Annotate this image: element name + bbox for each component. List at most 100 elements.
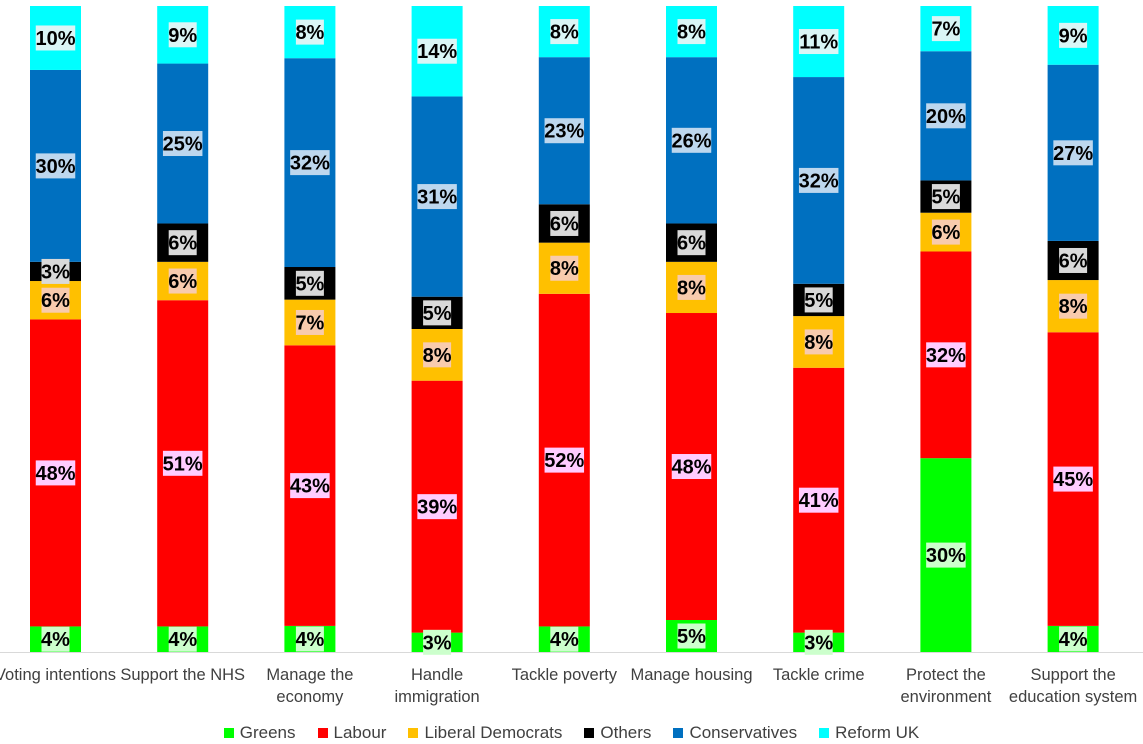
data-label-box (798, 167, 839, 193)
data-label-box (931, 219, 960, 245)
data-label: 30% (35, 156, 75, 178)
legend-label: Reform UK (835, 723, 920, 742)
data-label: 8% (423, 345, 452, 367)
data-label: 5% (677, 626, 706, 648)
data-label: 8% (804, 332, 833, 354)
bar-labels: 4% 51% 6% 6% 25% 9% (162, 22, 203, 652)
data-label-box (423, 629, 452, 655)
data-label: 6% (41, 290, 70, 312)
data-label: 48% (671, 457, 711, 479)
data-label: 3% (804, 632, 833, 654)
data-label: 5% (804, 290, 833, 312)
data-label-box (295, 309, 324, 335)
data-label: 6% (1059, 250, 1088, 272)
data-label-box (1059, 293, 1088, 319)
data-label-box (677, 274, 706, 300)
legend-swatch (584, 728, 595, 738)
data-label: 9% (1059, 25, 1088, 47)
data-label: 4% (550, 629, 579, 651)
legend-swatch (408, 728, 419, 738)
data-label: 10% (35, 28, 75, 50)
data-label-box (295, 270, 324, 296)
data-label: 23% (544, 121, 584, 143)
category-label: Protect the (906, 666, 986, 684)
data-label: 6% (168, 233, 197, 255)
data-label: 8% (1059, 296, 1088, 318)
category-label: education system (1009, 688, 1137, 706)
data-label: 8% (677, 22, 706, 44)
data-label-box (1059, 626, 1088, 652)
data-label-box (168, 230, 197, 256)
bar-labels: 4% 52% 8% 6% 23% 8% (544, 19, 585, 652)
data-label: 41% (799, 490, 839, 512)
data-label-box (168, 268, 197, 294)
data-label: 4% (1059, 629, 1088, 651)
data-label-box (798, 487, 839, 513)
chart-legend: Greens Labour Liberal Democrats Others Conse… (0, 722, 1143, 744)
data-label: 8% (550, 22, 579, 44)
data-label: 4% (295, 629, 324, 651)
data-label: 52% (544, 450, 584, 472)
data-label-box (926, 542, 966, 568)
data-label-box (41, 258, 70, 284)
data-label-box (1059, 22, 1088, 48)
data-label-box (423, 342, 452, 368)
data-label: 4% (41, 629, 70, 651)
data-label-box (804, 629, 833, 655)
category-label: Support the (1030, 666, 1115, 684)
data-label-box (417, 38, 457, 64)
data-label: 6% (931, 222, 960, 244)
data-label-box (290, 473, 330, 499)
data-label: 3% (41, 261, 70, 283)
data-label: 6% (168, 271, 197, 293)
data-label-box (931, 184, 960, 210)
data-label: 20% (926, 106, 966, 128)
bar-labels: 30% 32% 6% 5% 20% 7% (926, 16, 966, 568)
legend-label: Conservatives (689, 723, 798, 742)
data-label-box (423, 300, 452, 326)
bar-labels: 3% 39% 8% 5% 31% 14% (417, 38, 457, 655)
data-label: 32% (926, 345, 966, 367)
category-label: Tackle crime (773, 666, 865, 684)
legend-item: Conservatives (673, 723, 797, 743)
data-label: 26% (671, 130, 711, 152)
bar-stack (411, 6, 463, 652)
bar-stack (666, 6, 717, 652)
data-label-box (168, 626, 197, 652)
legend-item: Others (584, 723, 651, 743)
legend-label: Liberal Democrats (424, 723, 563, 742)
data-label: 5% (931, 187, 960, 209)
data-label: 4% (168, 629, 197, 651)
category-label: Manage the (266, 666, 353, 684)
data-label: 6% (550, 213, 579, 235)
data-label-box (798, 29, 839, 55)
data-label: 6% (677, 233, 706, 255)
data-label: 8% (295, 22, 324, 44)
data-label-box (804, 287, 833, 313)
data-label-box (290, 150, 330, 176)
data-label: 14% (417, 41, 457, 63)
data-label-box (1053, 140, 1093, 166)
legend-label: Labour (333, 723, 387, 742)
data-label-box (1059, 247, 1088, 273)
data-label: 30% (926, 545, 966, 567)
data-label-box (544, 447, 585, 473)
data-label-box (295, 626, 324, 652)
legend-label: Greens (239, 723, 296, 742)
category-label: Support the NHS (120, 666, 245, 684)
data-label: 25% (163, 134, 203, 156)
data-label-box (677, 623, 706, 649)
legend-item: Reform UK (819, 723, 919, 743)
bar-stack (157, 6, 209, 652)
legend-label: Others (600, 723, 652, 742)
data-label: 31% (417, 187, 457, 209)
bar-labels: 3% 41% 8% 5% 32% 11% (799, 29, 839, 655)
data-label-box (162, 450, 203, 476)
legend-swatch (819, 728, 830, 738)
data-label-box (1053, 466, 1093, 492)
data-label-box (550, 255, 579, 281)
data-label-box (35, 460, 76, 486)
category-label: Tackle poverty (512, 666, 618, 684)
data-label: 8% (677, 277, 706, 299)
data-label: 5% (295, 273, 324, 295)
